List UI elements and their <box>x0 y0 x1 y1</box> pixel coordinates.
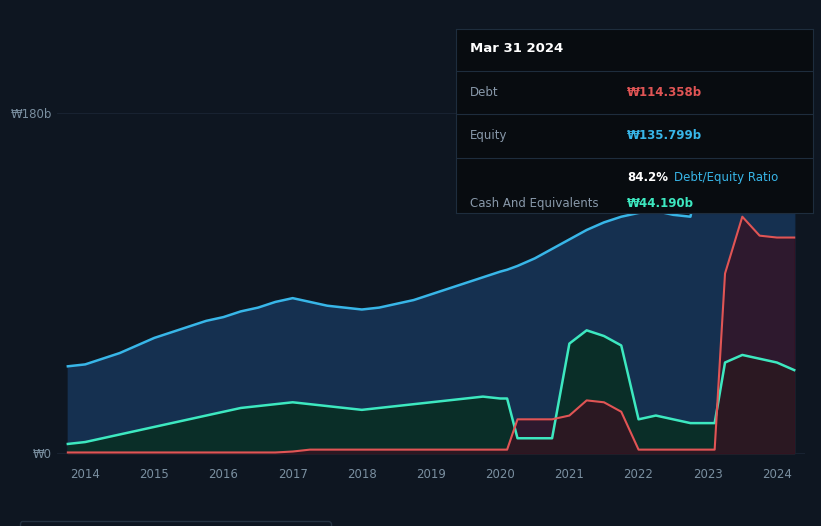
Text: ₩135.799b: ₩135.799b <box>627 129 702 142</box>
Text: ₩114.358b: ₩114.358b <box>627 86 702 99</box>
Text: Debt/Equity Ratio: Debt/Equity Ratio <box>673 170 777 184</box>
Text: Mar 31 2024: Mar 31 2024 <box>470 42 563 55</box>
Text: 84.2%: 84.2% <box>627 170 668 184</box>
Text: Equity: Equity <box>470 129 507 142</box>
Legend: Debt, Equity, Cash And Equivalents: Debt, Equity, Cash And Equivalents <box>21 521 331 526</box>
Text: Cash And Equivalents: Cash And Equivalents <box>470 197 599 210</box>
Text: Debt: Debt <box>470 86 498 99</box>
Text: ₩44.190b: ₩44.190b <box>627 197 694 210</box>
